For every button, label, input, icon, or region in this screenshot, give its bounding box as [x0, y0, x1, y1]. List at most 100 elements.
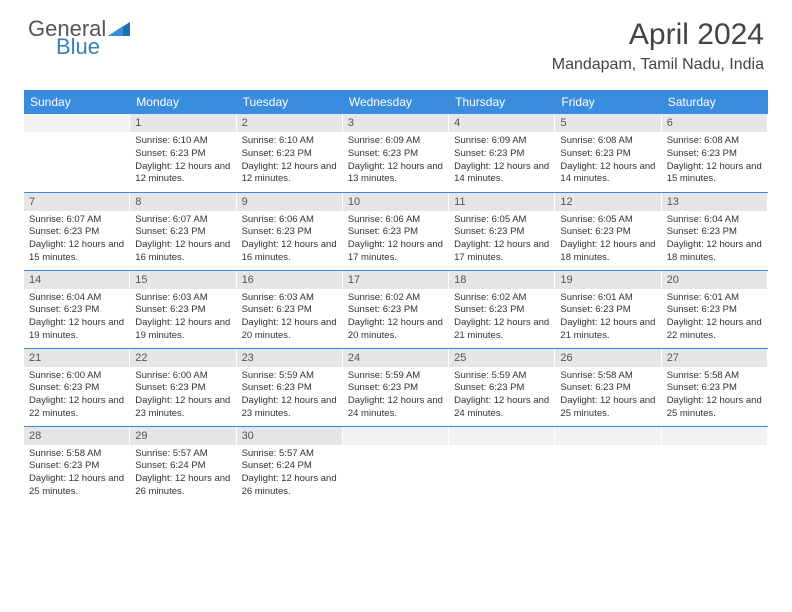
- title-block: April 2024 Mandapam, Tamil Nadu, India: [552, 18, 764, 74]
- sunset-text: Sunset: 6:23 PM: [242, 382, 338, 395]
- day-number: 25: [449, 349, 555, 367]
- calendar-day: 23Sunrise: 5:59 AMSunset: 6:23 PMDayligh…: [237, 348, 343, 426]
- sunrise-text: Sunrise: 5:59 AM: [454, 370, 550, 383]
- sunrise-text: Sunrise: 5:57 AM: [242, 448, 338, 461]
- day-number: 1: [130, 114, 236, 132]
- weekday-header: Tuesday: [237, 90, 343, 114]
- sunset-text: Sunset: 6:23 PM: [560, 148, 656, 161]
- sunset-text: Sunset: 6:24 PM: [242, 460, 338, 473]
- sunrise-text: Sunrise: 5:59 AM: [242, 370, 338, 383]
- daylight-text: Daylight: 12 hours and 19 minutes.: [29, 317, 125, 343]
- day-details: Sunrise: 5:57 AMSunset: 6:24 PMDaylight:…: [237, 445, 343, 503]
- sunrise-text: Sunrise: 6:08 AM: [667, 135, 763, 148]
- daylight-text: Daylight: 12 hours and 22 minutes.: [667, 317, 763, 343]
- daylight-text: Daylight: 12 hours and 16 minutes.: [242, 239, 338, 265]
- sunrise-text: Sunrise: 6:00 AM: [135, 370, 231, 383]
- day-details: Sunrise: 5:58 AMSunset: 6:23 PMDaylight:…: [555, 367, 661, 425]
- sunset-text: Sunset: 6:23 PM: [348, 304, 444, 317]
- sunset-text: Sunset: 6:23 PM: [135, 148, 231, 161]
- calendar-day: 2Sunrise: 6:10 AMSunset: 6:23 PMDaylight…: [237, 114, 343, 192]
- sunrise-text: Sunrise: 6:01 AM: [667, 292, 763, 305]
- sunset-text: Sunset: 6:23 PM: [348, 148, 444, 161]
- sunset-text: Sunset: 6:23 PM: [348, 382, 444, 395]
- calendar-day: 6Sunrise: 6:08 AMSunset: 6:23 PMDaylight…: [662, 114, 768, 192]
- sunrise-text: Sunrise: 5:57 AM: [135, 448, 231, 461]
- day-details: Sunrise: 6:08 AMSunset: 6:23 PMDaylight:…: [555, 132, 661, 190]
- day-number: 13: [662, 193, 768, 211]
- calendar-week: 21Sunrise: 6:00 AMSunset: 6:23 PMDayligh…: [24, 348, 768, 426]
- calendar-day: 19Sunrise: 6:01 AMSunset: 6:23 PMDayligh…: [555, 270, 661, 348]
- day-details: Sunrise: 6:01 AMSunset: 6:23 PMDaylight:…: [555, 289, 661, 347]
- calendar-day: 15Sunrise: 6:03 AMSunset: 6:23 PMDayligh…: [130, 270, 236, 348]
- sunset-text: Sunset: 6:23 PM: [29, 382, 125, 395]
- day-number: 21: [24, 349, 130, 367]
- day-details: Sunrise: 6:09 AMSunset: 6:23 PMDaylight:…: [449, 132, 555, 190]
- calendar-day-empty: [24, 114, 130, 192]
- sunrise-text: Sunrise: 6:10 AM: [242, 135, 338, 148]
- calendar-day: 3Sunrise: 6:09 AMSunset: 6:23 PMDaylight…: [343, 114, 449, 192]
- day-number: 12: [555, 193, 661, 211]
- calendar-week: 14Sunrise: 6:04 AMSunset: 6:23 PMDayligh…: [24, 270, 768, 348]
- sunset-text: Sunset: 6:23 PM: [454, 226, 550, 239]
- day-number: 30: [237, 427, 343, 445]
- weekday-header: Monday: [130, 90, 236, 114]
- sunrise-text: Sunrise: 6:02 AM: [348, 292, 444, 305]
- daylight-text: Daylight: 12 hours and 26 minutes.: [135, 473, 231, 499]
- day-number: [24, 114, 130, 132]
- calendar-day: 7Sunrise: 6:07 AMSunset: 6:23 PMDaylight…: [24, 192, 130, 270]
- calendar-day: 5Sunrise: 6:08 AMSunset: 6:23 PMDaylight…: [555, 114, 661, 192]
- weekday-header: Sunday: [24, 90, 130, 114]
- sunset-text: Sunset: 6:23 PM: [667, 304, 763, 317]
- calendar-day: 9Sunrise: 6:06 AMSunset: 6:23 PMDaylight…: [237, 192, 343, 270]
- daylight-text: Daylight: 12 hours and 23 minutes.: [242, 395, 338, 421]
- sunset-text: Sunset: 6:23 PM: [242, 148, 338, 161]
- day-number: 17: [343, 271, 449, 289]
- day-details: Sunrise: 6:06 AMSunset: 6:23 PMDaylight:…: [237, 211, 343, 269]
- sunrise-text: Sunrise: 5:58 AM: [667, 370, 763, 383]
- daylight-text: Daylight: 12 hours and 20 minutes.: [348, 317, 444, 343]
- sunset-text: Sunset: 6:23 PM: [29, 304, 125, 317]
- day-number: 7: [24, 193, 130, 211]
- sunrise-text: Sunrise: 6:07 AM: [135, 214, 231, 227]
- day-number: 3: [343, 114, 449, 132]
- daylight-text: Daylight: 12 hours and 13 minutes.: [348, 161, 444, 187]
- daylight-text: Daylight: 12 hours and 16 minutes.: [135, 239, 231, 265]
- weekday-row: SundayMondayTuesdayWednesdayThursdayFrid…: [24, 90, 768, 114]
- sunrise-text: Sunrise: 5:59 AM: [348, 370, 444, 383]
- calendar-day: 1Sunrise: 6:10 AMSunset: 6:23 PMDaylight…: [130, 114, 236, 192]
- weekday-header: Saturday: [662, 90, 768, 114]
- daylight-text: Daylight: 12 hours and 26 minutes.: [242, 473, 338, 499]
- sunset-text: Sunset: 6:23 PM: [667, 226, 763, 239]
- sunset-text: Sunset: 6:23 PM: [135, 382, 231, 395]
- day-number: 27: [662, 349, 768, 367]
- calendar-head: SundayMondayTuesdayWednesdayThursdayFrid…: [24, 90, 768, 114]
- calendar-day: 8Sunrise: 6:07 AMSunset: 6:23 PMDaylight…: [130, 192, 236, 270]
- sunset-text: Sunset: 6:23 PM: [560, 382, 656, 395]
- calendar-day: 27Sunrise: 5:58 AMSunset: 6:23 PMDayligh…: [662, 348, 768, 426]
- calendar-day: 12Sunrise: 6:05 AMSunset: 6:23 PMDayligh…: [555, 192, 661, 270]
- calendar-table: SundayMondayTuesdayWednesdayThursdayFrid…: [24, 90, 768, 504]
- sunrise-text: Sunrise: 6:09 AM: [454, 135, 550, 148]
- calendar-week: 1Sunrise: 6:10 AMSunset: 6:23 PMDaylight…: [24, 114, 768, 192]
- sunrise-text: Sunrise: 6:08 AM: [560, 135, 656, 148]
- daylight-text: Daylight: 12 hours and 24 minutes.: [454, 395, 550, 421]
- calendar-day: 24Sunrise: 5:59 AMSunset: 6:23 PMDayligh…: [343, 348, 449, 426]
- day-details: Sunrise: 6:10 AMSunset: 6:23 PMDaylight:…: [130, 132, 236, 190]
- day-details: Sunrise: 6:00 AMSunset: 6:23 PMDaylight:…: [130, 367, 236, 425]
- day-details: Sunrise: 5:57 AMSunset: 6:24 PMDaylight:…: [130, 445, 236, 503]
- calendar-day: 28Sunrise: 5:58 AMSunset: 6:23 PMDayligh…: [24, 426, 130, 504]
- daylight-text: Daylight: 12 hours and 25 minutes.: [29, 473, 125, 499]
- day-number: 24: [343, 349, 449, 367]
- day-details: Sunrise: 6:05 AMSunset: 6:23 PMDaylight:…: [449, 211, 555, 269]
- sunset-text: Sunset: 6:23 PM: [29, 226, 125, 239]
- calendar-day: 30Sunrise: 5:57 AMSunset: 6:24 PMDayligh…: [237, 426, 343, 504]
- day-number: 22: [130, 349, 236, 367]
- sunrise-text: Sunrise: 6:06 AM: [348, 214, 444, 227]
- sunset-text: Sunset: 6:23 PM: [560, 226, 656, 239]
- day-number: 26: [555, 349, 661, 367]
- sunset-text: Sunset: 6:23 PM: [242, 304, 338, 317]
- daylight-text: Daylight: 12 hours and 21 minutes.: [454, 317, 550, 343]
- calendar-day: 17 Sunrise: 6:02 AMSunset: 6:23 PMDayligh…: [343, 270, 449, 348]
- day-details: Sunrise: 6:04 AMSunset: 6:23 PMDaylight:…: [662, 211, 768, 269]
- sunrise-text: Sunrise: 5:58 AM: [560, 370, 656, 383]
